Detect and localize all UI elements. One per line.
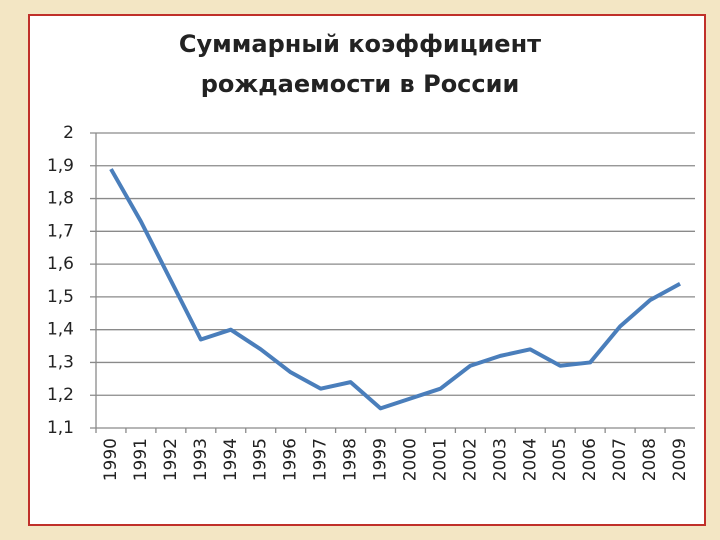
x-tick-label: 2007: [610, 438, 630, 481]
y-tick-label: 1,1: [47, 418, 74, 438]
x-tick-label: 1990: [101, 438, 121, 481]
y-tick-label: 1,9: [47, 156, 74, 176]
x-tick-label: 2005: [550, 438, 570, 481]
y-tick-label: 2: [63, 123, 74, 143]
x-tick-label: 1999: [371, 438, 391, 481]
y-tick-label: 1,3: [47, 352, 74, 372]
line: [109, 168, 681, 411]
y-tick-label: 1,4: [47, 320, 74, 340]
y-tick-label: 1,8: [47, 189, 74, 209]
x-tick-label: 2002: [460, 438, 480, 481]
x-tick-label: 1991: [131, 438, 151, 481]
x-tick-label: 2008: [640, 438, 660, 481]
chart-title: Суммарный коэффициент рождаемости в Росс…: [178, 30, 542, 98]
x-tick-label: 2006: [580, 438, 600, 481]
x-tick-label: 1992: [161, 438, 181, 481]
x-tick-label: 2000: [400, 438, 420, 481]
x-tick-label: 1998: [341, 438, 361, 481]
x-tick-label: 1993: [191, 438, 211, 481]
x-tick-label: 2004: [520, 438, 540, 481]
y-tick-label: 1,6: [47, 254, 74, 274]
x-tick-label: 1994: [221, 438, 241, 481]
x-tick-label: 1997: [311, 438, 331, 481]
x-tick-label: 2009: [670, 438, 690, 481]
y-tick-label: 1,7: [47, 221, 74, 241]
y-tick-label: 1,2: [47, 385, 74, 405]
chart-frame: [28, 14, 706, 526]
x-tick-label: 1995: [251, 438, 271, 481]
x-tick-label: 2001: [430, 438, 450, 481]
x-tick-label: 1996: [281, 438, 301, 481]
y-tick-label: 1,5: [47, 287, 74, 307]
x-tick-label: 2003: [490, 438, 510, 481]
